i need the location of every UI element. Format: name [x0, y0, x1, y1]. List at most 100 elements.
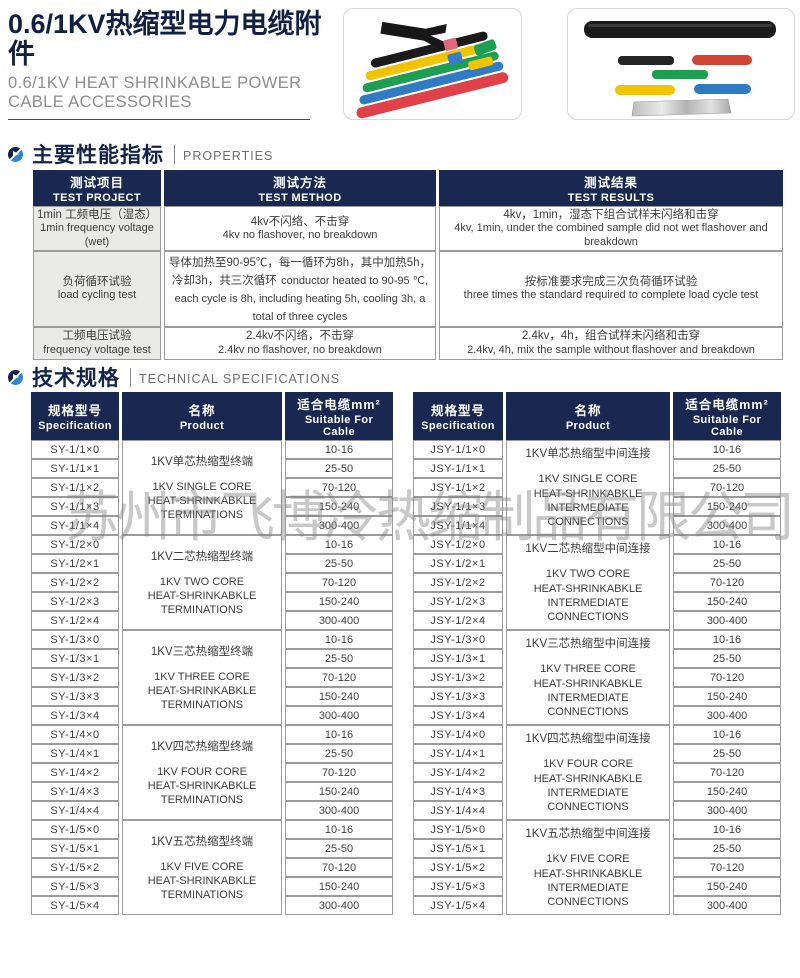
spec-cable-cell: 70-120: [673, 858, 781, 877]
spec-model-cell: SY-1/5×1: [31, 839, 119, 858]
section-properties-header: 主要性能指标 PROPERTIES: [8, 139, 273, 169]
spec-cable-cell: 10-16: [673, 725, 781, 744]
spec-row: SY-1/3×2 70-120: [31, 668, 393, 687]
properties-row: 1min 工频电压（湿态） 1min frequency voltage (we…: [33, 206, 783, 251]
spec-model-cell: SY-1/2×1: [31, 554, 119, 573]
spec-cable-cell: 10-16: [285, 630, 393, 649]
spec-row: JSY-1/4×1 25-50: [413, 744, 781, 763]
product-name-cn: 1KV五芯热缩型中间连接: [525, 828, 651, 841]
col-test-results: 测试结果 TEST RESULTS: [439, 170, 783, 206]
spec-table-connections: 规格型号 Specification 名称 Product 适合电缆mm² Su…: [410, 392, 784, 915]
spec-model-cell: JSY-1/2×1: [413, 554, 503, 573]
spec-model-cell: JSY-1/3×1: [413, 649, 503, 668]
spec-cable-cell: 10-16: [673, 440, 781, 459]
terminations-image: [356, 21, 509, 119]
product-name-cn: 1KV四芯热缩型中间连接: [525, 733, 651, 746]
spec-cable-cell: 300-400: [285, 706, 393, 725]
properties-row: 工频电压试验 frequency voltage test 2.4kv不闪络，不…: [33, 326, 783, 360]
spec-cable-cell: 10-16: [673, 535, 781, 554]
spec-model-cell: JSY-1/4×4: [413, 801, 503, 820]
page-subtitle: 0.6/1KV HEAT SHRINKABLE POWER CABLE ACCE…: [8, 74, 328, 112]
spec-row: JSY-1/2×3 150-240: [413, 592, 781, 611]
spec-cable-cell: 150-240: [285, 782, 393, 801]
spec-model-cell: SY-1/1×4: [31, 516, 119, 535]
test-result-cell: 按标准要求完成三次负荷循环试验 three times the standard…: [439, 250, 783, 327]
spec-model-cell: SY-1/4×1: [31, 744, 119, 763]
spec-product-cell: 1KV二芯热缩型中间连接 1KV TWO CORE HEAT-SHRINKABKLE…: [506, 535, 670, 630]
breakout-boot: [380, 21, 447, 51]
spec-cable-cell: 70-120: [673, 573, 781, 592]
spec-cable-cell: 300-400: [673, 801, 781, 820]
test-method-cell: 导体加热至90-95℃，每一循环为8h，其中加热5h，冷却3h，共三次循环 co…: [164, 250, 436, 327]
spec-cable-cell: 25-50: [673, 744, 781, 763]
spec-cable-cell: 10-16: [673, 630, 781, 649]
spec-cable-cell: 70-120: [673, 478, 781, 497]
spec-row: JSY-1/4×2 70-120: [413, 763, 781, 782]
spec-model-cell: SY-1/2×4: [31, 611, 119, 630]
spec-model-cell: JSY-1/2×2: [413, 573, 503, 592]
spec-table-terminations: 规格型号 Specification 名称 Product 适合电缆mm² Su…: [28, 392, 396, 915]
spec-row: SY-1/1×3 150-240: [31, 497, 393, 516]
spec-row: SY-1/1×1 25-50: [31, 459, 393, 478]
section-title-en: PROPERTIES: [183, 149, 274, 163]
spec-model-cell: JSY-1/4×1: [413, 744, 503, 763]
spec-product-cell: 1KV单芯热缩型中间连接 1KV SINGLE CORE HEAT-SHRINKAB…: [506, 440, 670, 535]
tube-black-large: [584, 21, 776, 38]
spec-header-row: 规格型号 Specification 名称 Product 适合电缆mm² Su…: [413, 392, 781, 440]
spec-cable-cell: 300-400: [285, 801, 393, 820]
section-specs-header: 技术规格 TECHNICAL SPECIFICATIONS: [8, 362, 340, 392]
product-name-en: 1KV SINGLE CORE HEAT-SHRINKABKLE INTERMEDI…: [533, 473, 643, 529]
kit-image: [584, 21, 776, 117]
spec-row: JSY-1/3×0 1KV三芯热缩型中间连接 1KV THREE CORE HEAT-…: [413, 630, 781, 725]
spec-row: JSY-1/4×0 1KV四芯热缩型中间连接 1KV FOUR CORE HEAT-S…: [413, 725, 781, 820]
page-title: 0.6/1KV热缩型电力电缆附件: [8, 9, 322, 69]
spec-model-cell: JSY-1/4×2: [413, 763, 503, 782]
section-title-cn: 技术规格: [32, 367, 120, 390]
spec-row: SY-1/4×3 150-240: [31, 782, 393, 801]
spec-model-cell: JSY-1/3×3: [413, 687, 503, 706]
spec-model-cell: JSY-1/5×3: [413, 877, 503, 896]
spec-cable-cell: 25-50: [673, 649, 781, 668]
product-name-en: 1KV TWO CORE HEAT-SHRINKABKLE INTERMEDIATE…: [533, 568, 643, 624]
spec-model-cell: JSY-1/4×3: [413, 782, 503, 801]
spec-row: JSY-1/1×4 300-400: [413, 516, 781, 535]
spec-product-cell: 1KV二芯热缩型终端 1KV TWO CORE HEAT-SHRINKABKLE TE…: [122, 535, 282, 630]
product-name-en: 1KV TWO CORE HEAT-SHRINKABKLE TERMINATIONS: [147, 575, 257, 617]
section-title-divider: [130, 367, 131, 387]
spec-cable-cell: 150-240: [285, 497, 393, 516]
spec-cable-cell: 70-120: [285, 573, 393, 592]
col-suitable-cable: 适合电缆mm² Suitable For Cable: [285, 392, 393, 440]
spec-model-cell: SY-1/1×1: [31, 459, 119, 478]
spec-cable-cell: 150-240: [673, 687, 781, 706]
tube-yellow: [365, 41, 495, 81]
spec-model-cell: SY-1/5×4: [31, 896, 119, 915]
tube-green: [362, 51, 499, 93]
product-name-cn: 1KV单芯热缩型中间连接: [525, 448, 651, 461]
section-bullet-icon: [8, 369, 23, 385]
col-suitable-cable: 适合电缆mm² Suitable For Cable: [673, 392, 781, 440]
spec-row: SY-1/1×0 1KV单芯热缩型终端 1KV SINGLE CORE HEAT-SH…: [31, 440, 393, 535]
spec-row: SY-1/4×2 70-120: [31, 763, 393, 782]
spec-cable-cell: 25-50: [673, 459, 781, 478]
spec-row: JSY-1/1×3 150-240: [413, 497, 781, 516]
spec-model-cell: JSY-1/3×0: [413, 630, 503, 649]
spec-cable-cell: 25-50: [285, 649, 393, 668]
spec-model-cell: JSY-1/1×0: [413, 440, 503, 459]
spec-row: SY-1/2×4 300-400: [31, 611, 393, 630]
test-project-cell: 工频电压试验 frequency voltage test: [33, 326, 161, 360]
spec-model-cell: SY-1/2×2: [31, 573, 119, 592]
tube-black: [370, 31, 488, 68]
product-name-en: 1KV FOUR CORE HEAT-SHRINKABKLE INTERMEDIAT…: [533, 758, 643, 814]
product-name-cn: 1KV二芯热缩型中间连接: [525, 543, 651, 556]
spec-model-cell: JSY-1/5×0: [413, 820, 503, 839]
spec-cable-cell: 10-16: [285, 535, 393, 554]
spec-model-cell: SY-1/4×3: [31, 782, 119, 801]
spec-model-cell: SY-1/3×0: [31, 630, 119, 649]
spec-row: JSY-1/1×0 1KV单芯热缩型中间连接 1KV SINGLE CORE HEAT…: [413, 440, 781, 535]
spec-cable-cell: 70-120: [285, 668, 393, 687]
spec-cable-cell: 10-16: [285, 440, 393, 459]
spec-row: SY-1/3×1 25-50: [31, 649, 393, 668]
test-result-cell: 2.4kv，4h，组合试样未闪络和击穿 2.4kv, 4h, mix the s…: [439, 326, 783, 360]
spec-model-cell: JSY-1/2×0: [413, 535, 503, 554]
